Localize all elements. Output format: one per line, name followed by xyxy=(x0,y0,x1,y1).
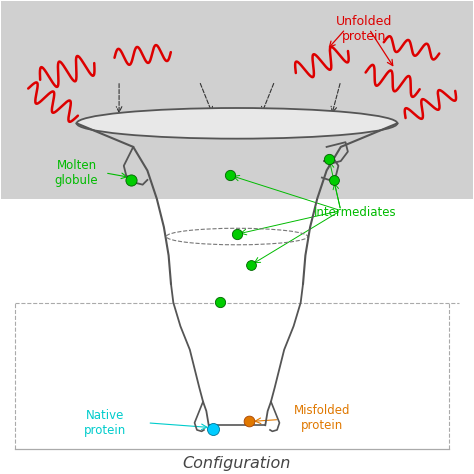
Point xyxy=(217,298,224,305)
Point xyxy=(247,261,255,269)
Text: Configuration: Configuration xyxy=(183,456,291,471)
Point xyxy=(226,172,234,179)
Point xyxy=(325,155,333,163)
Text: Molten
globule: Molten globule xyxy=(55,159,99,187)
Point xyxy=(233,230,241,238)
Ellipse shape xyxy=(77,108,397,139)
Text: Unfolded
protein: Unfolded protein xyxy=(336,15,392,43)
Point xyxy=(127,176,135,184)
Point xyxy=(245,418,253,425)
Text: Misfolded
protein: Misfolded protein xyxy=(294,404,350,432)
Bar xyxy=(1,199,473,473)
Bar xyxy=(1,0,473,199)
Text: Intermediates: Intermediates xyxy=(314,207,396,219)
Point xyxy=(330,176,337,184)
Point xyxy=(210,425,217,432)
Text: Native
protein: Native protein xyxy=(84,409,126,437)
